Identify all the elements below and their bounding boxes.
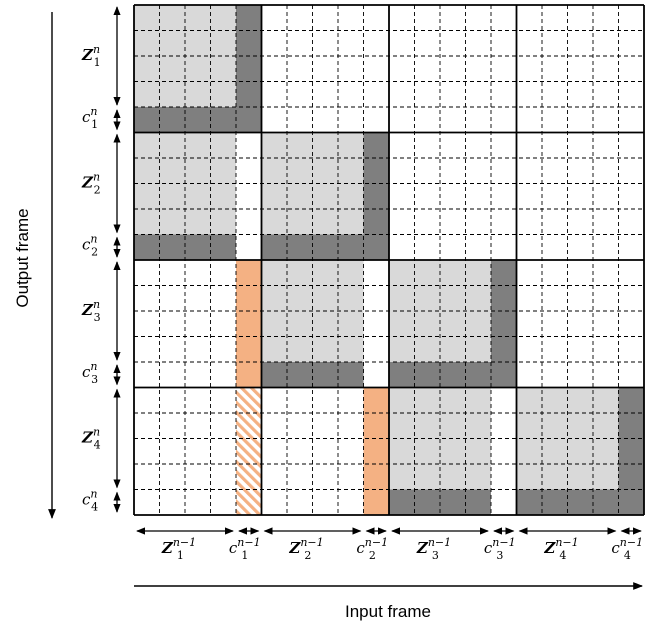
row-c-label-sup: n [90, 232, 97, 245]
c-column-region [491, 260, 517, 388]
row-c-label-base: c [82, 108, 91, 126]
col-c-label-base: c [611, 539, 620, 557]
row-c-label: cn 3 [82, 360, 98, 386]
row-c-label-sub: 3 [91, 373, 98, 386]
row-c-label-sub: 1 [91, 118, 98, 131]
row-z-label: Zn 1 [81, 43, 101, 69]
col-c-label-sub: 4 [624, 549, 631, 562]
row-c-label: cn 4 [82, 487, 98, 513]
col-c-label-sup: n−1 [492, 536, 515, 549]
col-c-label-sup: n−1 [237, 536, 260, 549]
col-c-label: cn−1 2 [356, 536, 388, 562]
row-z-label-sup: n [93, 171, 100, 184]
row-c-label-base: c [82, 490, 91, 508]
row-z-label-sup: n [93, 426, 100, 439]
col-z-label: Zn−1 2 [288, 536, 323, 562]
row-z-label-sub: 2 [94, 184, 101, 197]
col-c-label-sup: n−1 [365, 536, 388, 549]
col-c-label: cn−1 3 [484, 536, 516, 562]
col-c-label-sub: 1 [241, 549, 248, 562]
row-z-label-sup: n [93, 43, 100, 56]
row-c-label: cn 1 [82, 105, 98, 131]
col-z-label-sub: 3 [432, 549, 439, 562]
col-z-label-sub: 4 [559, 549, 566, 562]
row-z-label-sub: 4 [94, 439, 101, 452]
col-c-label-sup: n−1 [620, 536, 643, 549]
c-orange-column [363, 387, 389, 515]
col-z-label-sup: n−1 [555, 536, 578, 549]
column-annotations: Zn−1 1 cn−1 1 Zn−1 2 cn−1 2 Zn−1 3 cn−1 3 Zn−1 4 cn−1 4 [136, 527, 643, 562]
row-z-label-sub: 3 [94, 311, 101, 324]
col-c-label-sub: 3 [496, 549, 503, 562]
col-z-label-base: Z [161, 539, 174, 557]
row-z-label-base: Z [81, 429, 94, 447]
row-z-label-sup: n [93, 298, 100, 311]
row-annotations: Zn 1cn 1Zn 2cn 2Zn 3cn 3Zn 4cn 4 [81, 6, 121, 513]
row-z-label: Zn 4 [81, 426, 101, 452]
row-z-label-base: Z [81, 46, 94, 64]
col-z-label-base: Z [543, 539, 556, 557]
row-c-label-sub: 2 [91, 245, 98, 258]
col-z-label: Zn−1 4 [543, 536, 578, 562]
row-c-label-sup: n [90, 360, 97, 373]
row-c-label-sub: 4 [91, 500, 98, 513]
col-c-label-base: c [229, 539, 238, 557]
col-z-label: Zn−1 1 [161, 536, 196, 562]
c-orange-column [236, 260, 262, 388]
row-z-label-base: Z [81, 174, 94, 192]
c-column-region [363, 132, 389, 260]
row-z-label-sub: 1 [94, 56, 101, 69]
col-c-label: cn−1 1 [229, 536, 261, 562]
col-z-label-base: Z [288, 539, 301, 557]
row-c-label-base: c [82, 363, 91, 381]
c-hatched-column [236, 387, 262, 515]
row-z-label: Zn 2 [81, 171, 101, 197]
col-c-label-sub: 2 [369, 549, 376, 562]
z-self-region [389, 260, 491, 362]
row-c-label-sup: n [90, 105, 97, 118]
col-z-label-sup: n−1 [173, 536, 196, 549]
row-z-label: Zn 3 [81, 298, 101, 324]
col-c-label-base: c [484, 539, 493, 557]
col-z-label-sub: 2 [304, 549, 311, 562]
col-z-label-sup: n−1 [300, 536, 323, 549]
c-column-region [618, 387, 644, 515]
col-z-label-sup: n−1 [428, 536, 451, 549]
input-frame-axis-title: Input frame [345, 602, 431, 621]
col-z-label-sub: 1 [177, 549, 184, 562]
col-z-label-base: Z [416, 539, 429, 557]
c-column-region [236, 5, 262, 133]
row-c-label-base: c [82, 235, 91, 253]
row-c-label: cn 2 [82, 232, 98, 258]
col-c-label: cn−1 4 [611, 536, 643, 562]
row-z-label-base: Z [81, 301, 94, 319]
grid-lines [133, 4, 645, 516]
output-frame-axis-title: Output frame [13, 208, 32, 307]
col-z-label: Zn−1 3 [416, 536, 451, 562]
row-c-label-sup: n [90, 487, 97, 500]
col-c-label-base: c [356, 539, 365, 557]
